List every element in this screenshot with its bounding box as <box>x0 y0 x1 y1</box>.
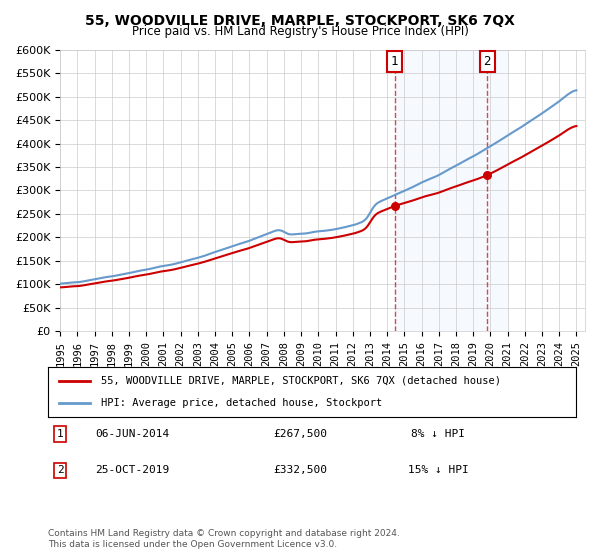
Text: £267,500: £267,500 <box>273 429 327 439</box>
Text: 15% ↓ HPI: 15% ↓ HPI <box>407 465 469 475</box>
Line: 55, WOODVILLE DRIVE, MARPLE, STOCKPORT, SK6 7QX (detached house): 55, WOODVILLE DRIVE, MARPLE, STOCKPORT, … <box>60 126 577 287</box>
55, WOODVILLE DRIVE, MARPLE, STOCKPORT, SK6 7QX (detached house) <box>236 248 244 254</box>
HPI: Average price, detached house, Stockport: (2e+03, 1.8e+05): Average price, detached house, Stockport… <box>228 243 235 250</box>
Point <box>390 201 400 210</box>
Text: Price paid vs. HM Land Registry's House Price Index (HPI): Price paid vs. HM Land Registry's House … <box>131 25 469 38</box>
HPI: Average price, detached house, Stockport: (2.02e+03, 5.14e+05): Average price, detached house, Stockport… <box>573 87 580 94</box>
55, WOODVILLE DRIVE, MARPLE, STOCKPORT, SK6 7QX (detached house) <box>228 250 235 256</box>
Text: £332,500: £332,500 <box>273 465 327 475</box>
HPI: Average price, detached house, Stockport: (2.01e+03, 1.86e+05): Average price, detached house, Stockport… <box>236 240 244 247</box>
Text: 06-JUN-2014: 06-JUN-2014 <box>95 429 169 439</box>
Text: 1: 1 <box>391 55 398 68</box>
Text: 2: 2 <box>56 465 64 475</box>
55, WOODVILLE DRIVE, MARPLE, STOCKPORT, SK6 7QX (detached house) <box>283 237 290 244</box>
55, WOODVILLE DRIVE, MARPLE, STOCKPORT, SK6 7QX (detached house) <box>573 123 580 129</box>
Text: 8% ↓ HPI: 8% ↓ HPI <box>411 429 465 439</box>
HPI: Average price, detached house, Stockport: (2e+03, 1.21e+05): Average price, detached house, Stockport… <box>120 271 127 278</box>
HPI: Average price, detached house, Stockport: (2e+03, 1.01e+05): Average price, detached house, Stockport… <box>56 280 64 287</box>
Text: 25-OCT-2019: 25-OCT-2019 <box>95 465 169 475</box>
HPI: Average price, detached house, Stockport: (2.02e+03, 4.73e+05): Average price, detached house, Stockport… <box>544 106 551 113</box>
55, WOODVILLE DRIVE, MARPLE, STOCKPORT, SK6 7QX (detached house) <box>120 276 127 282</box>
Text: 1: 1 <box>56 429 64 439</box>
55, WOODVILLE DRIVE, MARPLE, STOCKPORT, SK6 7QX (detached house) <box>56 284 64 291</box>
Bar <box>395 50 508 331</box>
Text: 55, WOODVILLE DRIVE, MARPLE, STOCKPORT, SK6 7QX: 55, WOODVILLE DRIVE, MARPLE, STOCKPORT, … <box>85 14 515 28</box>
Text: 2: 2 <box>484 55 491 68</box>
Text: 55, WOODVILLE DRIVE, MARPLE, STOCKPORT, SK6 7QX (detached house): 55, WOODVILLE DRIVE, MARPLE, STOCKPORT, … <box>101 376 501 386</box>
55, WOODVILLE DRIVE, MARPLE, STOCKPORT, SK6 7QX (detached house) <box>211 255 218 262</box>
55, WOODVILLE DRIVE, MARPLE, STOCKPORT, SK6 7QX (detached house) <box>544 139 551 146</box>
Text: Contains HM Land Registry data © Crown copyright and database right 2024.
This d: Contains HM Land Registry data © Crown c… <box>48 529 400 549</box>
Text: HPI: Average price, detached house, Stockport: HPI: Average price, detached house, Stoc… <box>101 398 382 408</box>
HPI: Average price, detached house, Stockport: (2e+03, 1.68e+05): Average price, detached house, Stockport… <box>211 249 218 256</box>
Line: HPI: Average price, detached house, Stockport: HPI: Average price, detached house, Stoc… <box>60 90 577 283</box>
HPI: Average price, detached house, Stockport: (2.01e+03, 2.09e+05): Average price, detached house, Stockport… <box>283 230 290 236</box>
Point <box>482 171 492 180</box>
